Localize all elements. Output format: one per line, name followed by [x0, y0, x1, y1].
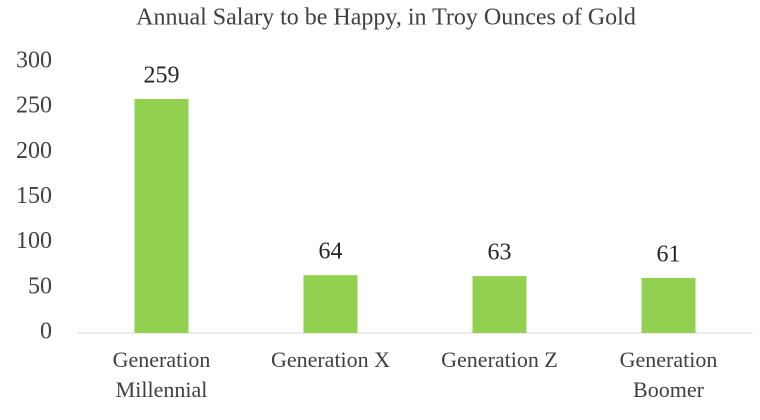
bar — [303, 275, 358, 333]
x-tick-label: Generation X — [271, 347, 390, 372]
chart-title: Annual Salary to be Happy, in Troy Ounce… — [136, 5, 636, 31]
y-tick-label: 0 — [40, 319, 52, 345]
y-tick-label: 50 — [28, 273, 52, 299]
y-tick-label: 150 — [16, 183, 52, 209]
y-tick-label: 300 — [16, 48, 52, 74]
x-tick-label: Generation Z — [441, 347, 558, 372]
y-tick-label: 250 — [16, 93, 52, 119]
x-tick-label: Generation Boomer — [620, 347, 718, 402]
y-tick-label: 100 — [16, 228, 52, 254]
bar — [134, 99, 189, 333]
bar — [641, 277, 696, 333]
data-label: 63 — [488, 240, 512, 266]
y-tick-label: 200 — [16, 138, 52, 164]
data-label: 64 — [319, 239, 343, 265]
x-tick-label: Generation Millennial — [113, 347, 211, 402]
bar — [472, 276, 527, 333]
data-label: 259 — [144, 63, 180, 89]
data-label: 61 — [657, 241, 681, 267]
